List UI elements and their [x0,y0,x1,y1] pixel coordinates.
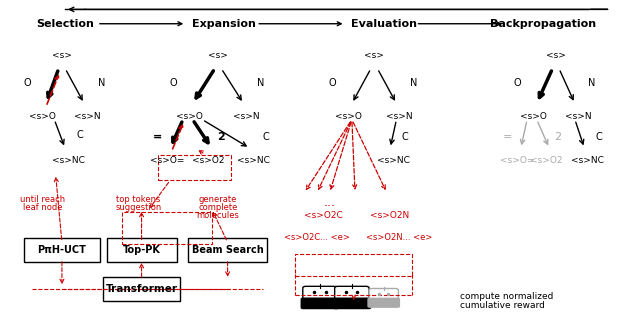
Text: generate: generate [199,195,237,204]
Text: Backpropagation: Backpropagation [490,19,596,29]
Text: top tokens: top tokens [116,195,161,204]
Text: <s>O: <s>O [176,112,203,121]
Text: <s>O=: <s>O= [150,156,184,166]
Text: <s>: <s> [546,51,566,60]
Text: <s>O2C... <e>: <s>O2C... <e> [284,233,349,242]
Text: <s>NC: <s>NC [52,156,84,166]
Text: =: = [153,132,162,142]
Text: C: C [76,130,83,140]
FancyBboxPatch shape [301,298,339,308]
Text: O: O [170,78,177,88]
Text: complete: complete [198,203,237,212]
Text: N: N [410,78,417,88]
Text: <s>O2N... <e>: <s>O2N... <e> [367,233,433,242]
Text: <s>O=: <s>O= [500,156,535,166]
Text: compute normalized: compute normalized [460,292,554,301]
Text: <s>: <s> [208,51,228,60]
Text: leaf node: leaf node [23,203,63,212]
Text: Expansion: Expansion [193,19,257,29]
Text: <s>N: <s>N [564,112,591,121]
Text: O: O [329,78,337,88]
Text: N: N [257,78,264,88]
Text: <s>O2: <s>O2 [530,156,563,166]
FancyBboxPatch shape [303,286,337,299]
FancyBboxPatch shape [106,238,177,262]
Text: <s>O: <s>O [29,112,56,121]
Text: PπH-UCT: PπH-UCT [38,245,86,255]
Text: <s>: <s> [364,51,384,60]
Text: Beam Search: Beam Search [192,245,264,255]
Text: molecules: molecules [196,211,239,220]
FancyBboxPatch shape [368,298,399,307]
Text: Top-PK: Top-PK [123,245,161,255]
Text: <s>N: <s>N [74,112,100,121]
Text: C: C [401,132,408,142]
Text: Selection: Selection [36,19,94,29]
FancyBboxPatch shape [103,277,180,301]
Text: <s>N: <s>N [387,112,413,121]
Text: ...: ... [324,196,335,209]
Text: Transformer: Transformer [106,284,177,294]
Text: <s>NC: <s>NC [377,156,410,166]
FancyBboxPatch shape [188,238,268,262]
Text: <s>: <s> [52,51,72,60]
Text: C: C [596,132,602,142]
FancyBboxPatch shape [335,286,369,299]
Text: N: N [98,78,105,88]
Text: <s>NC: <s>NC [571,156,604,166]
Text: until reach: until reach [20,195,65,204]
FancyBboxPatch shape [333,298,371,308]
Text: N: N [588,78,596,88]
Text: <s>O: <s>O [520,112,547,121]
FancyBboxPatch shape [24,238,100,262]
Text: 2: 2 [218,132,225,142]
Text: <s>O: <s>O [335,112,362,121]
Text: =: = [503,132,513,142]
Text: O: O [514,78,522,88]
Text: C: C [262,132,269,142]
Text: <s>O2: <s>O2 [192,156,225,166]
FancyBboxPatch shape [369,289,398,300]
Text: O: O [23,78,31,88]
Text: <s>NC: <s>NC [237,156,269,166]
Text: <s>N: <s>N [234,112,260,121]
Text: cumulative reward: cumulative reward [460,301,545,310]
Text: <s>O2N: <s>O2N [371,211,410,220]
Text: 2: 2 [554,132,561,142]
Text: <s>O2C: <s>O2C [304,211,342,220]
Text: Evaluation: Evaluation [351,19,417,29]
Text: suggestion: suggestion [115,203,161,212]
